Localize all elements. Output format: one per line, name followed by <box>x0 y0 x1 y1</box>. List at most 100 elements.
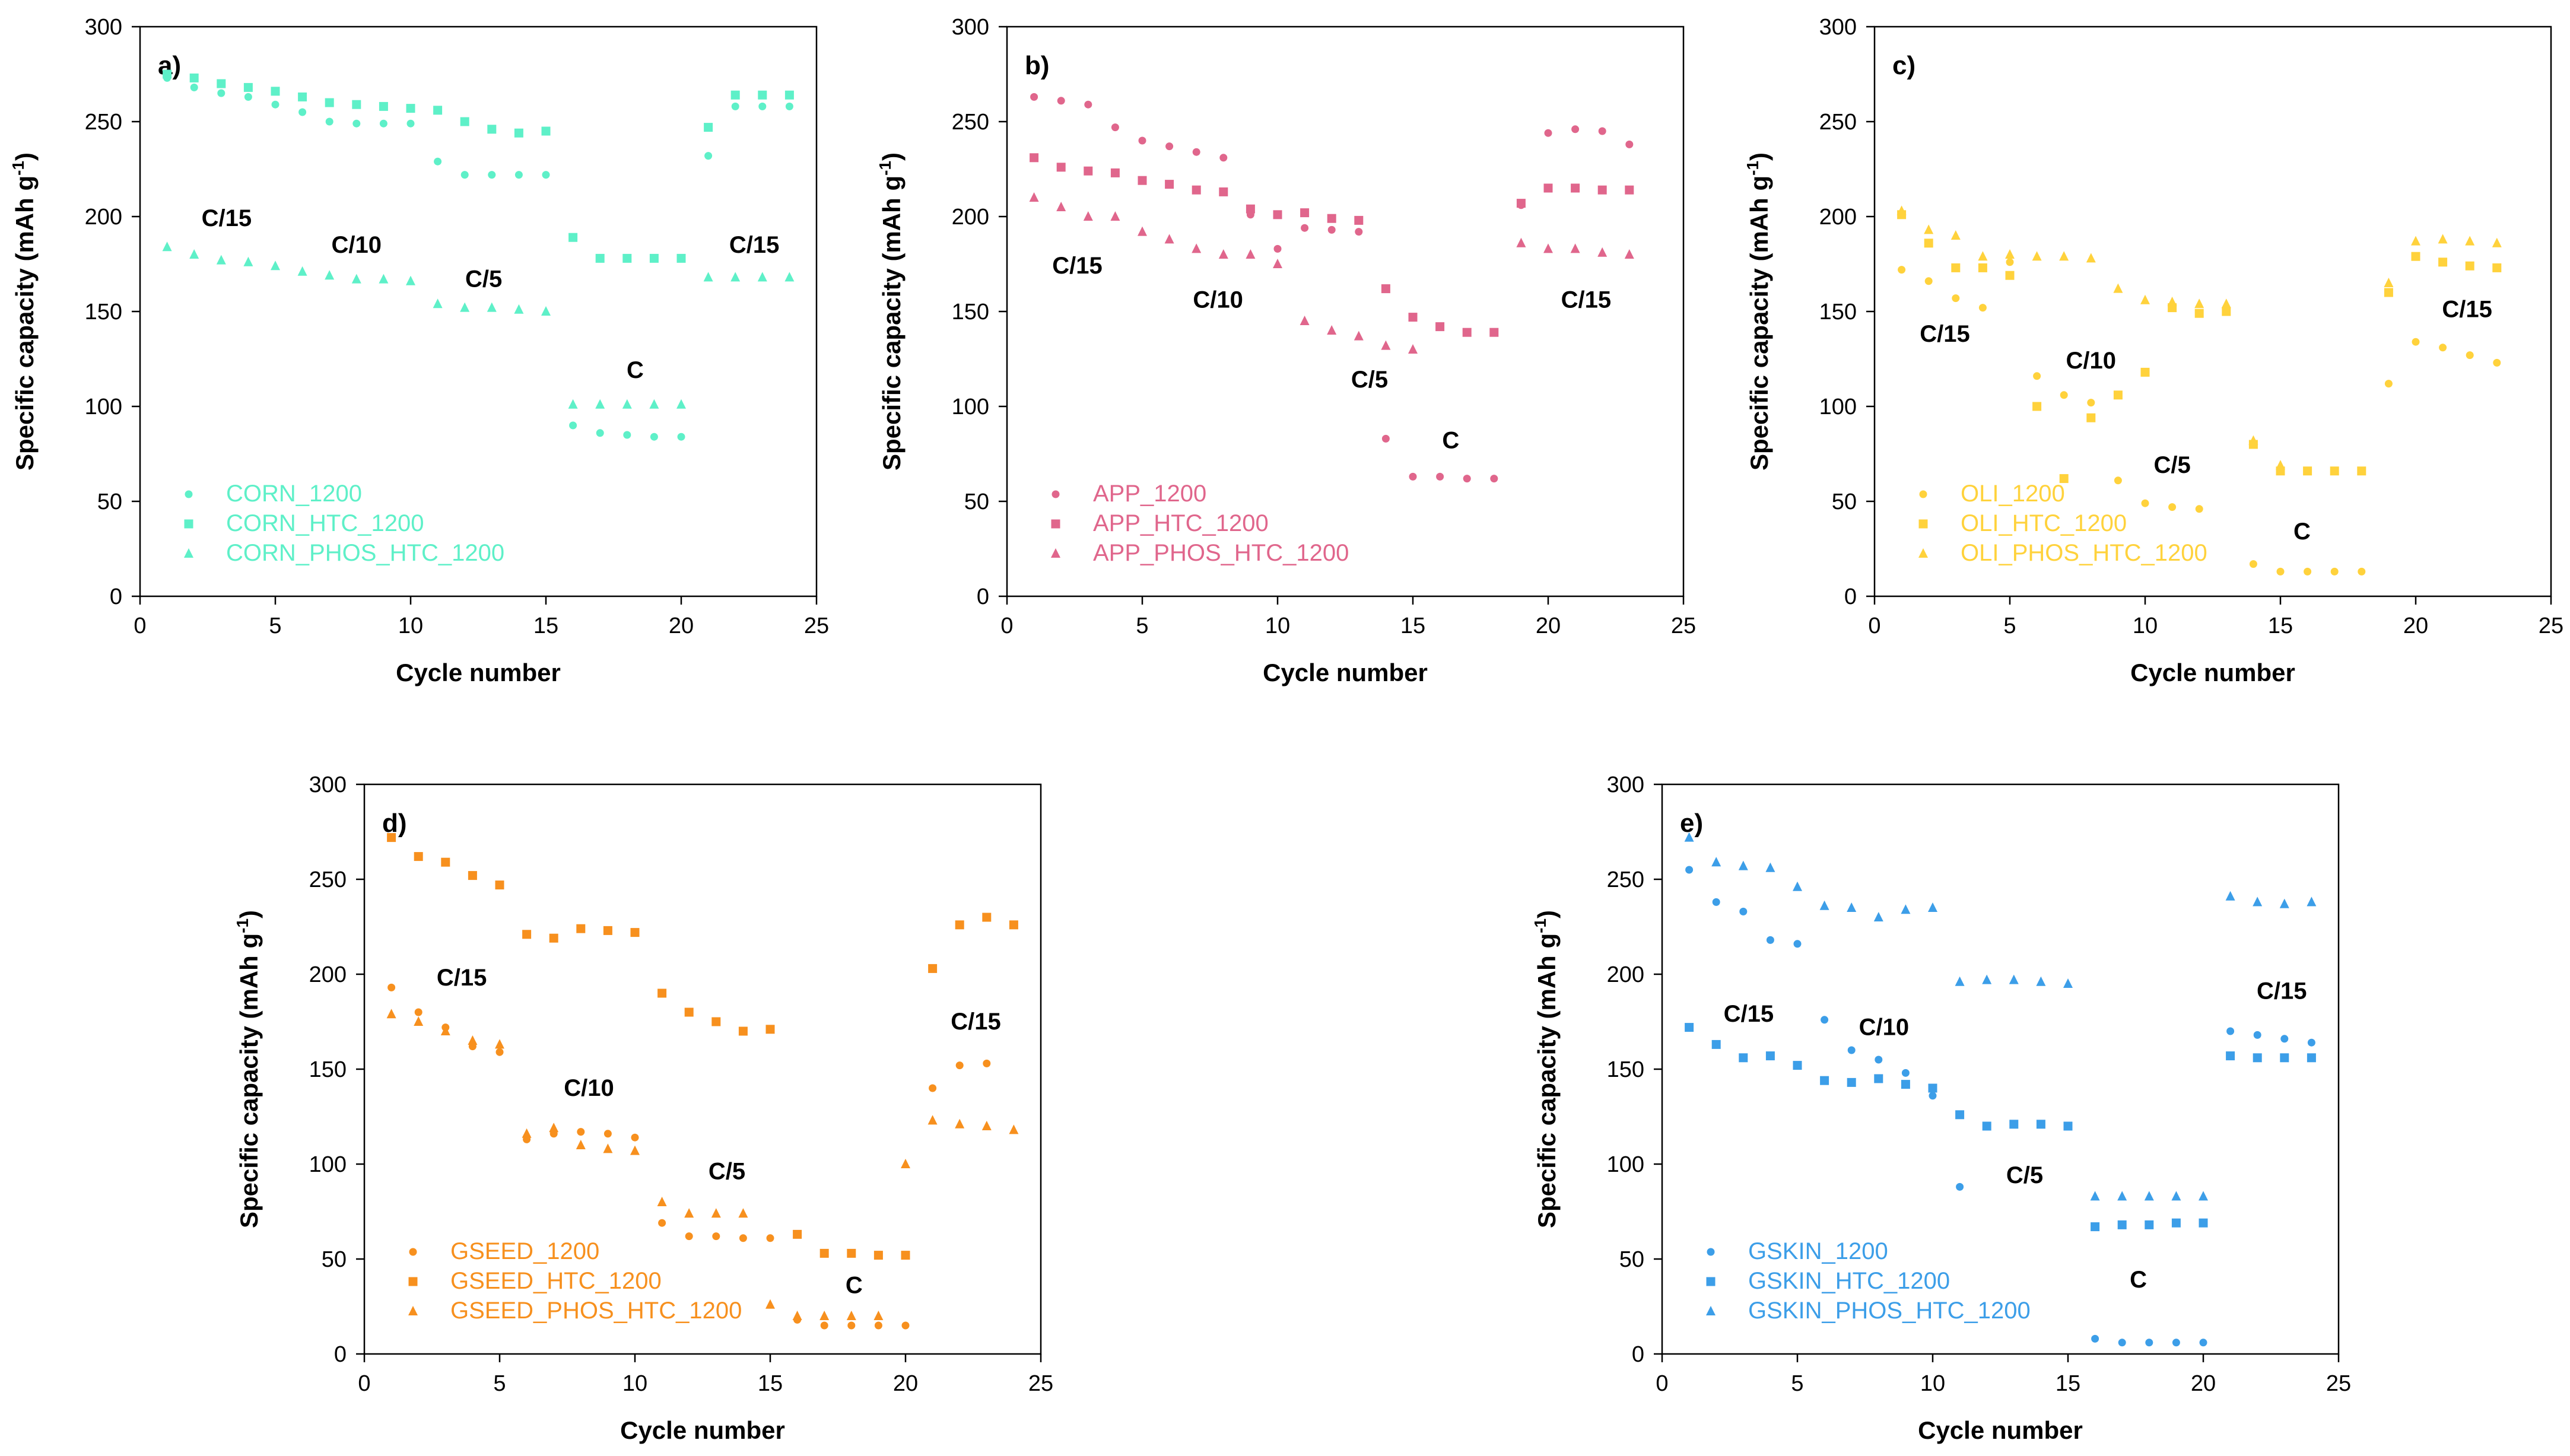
data-point <box>846 1311 856 1320</box>
data-point <box>1571 183 1580 193</box>
data-point <box>2307 1053 2316 1063</box>
data-point <box>1765 862 1775 872</box>
x-tick-label: 0 <box>134 613 146 638</box>
rate-annotation: C/15 <box>202 205 252 231</box>
data-point <box>2117 1220 2127 1229</box>
data-point <box>765 1025 775 1034</box>
y-tick-label: 300 <box>1607 772 1644 797</box>
series-OLI_HTC_1200 <box>1897 210 2502 484</box>
data-point <box>1924 239 1933 248</box>
data-point <box>542 171 550 179</box>
data-point <box>162 241 172 252</box>
data-point <box>2411 236 2420 246</box>
data-point <box>1030 93 1038 101</box>
y-tick-label: 300 <box>952 15 989 40</box>
data-point <box>2307 1038 2315 1047</box>
data-point <box>684 1007 694 1017</box>
data-point <box>297 266 307 276</box>
data-point <box>1543 243 1553 253</box>
y-axis-label: Specific capacity (mAh g-1) <box>1743 152 1773 471</box>
series-GSKIN_HTC_1200 <box>1685 1023 2316 1232</box>
y-axis-label: Specific capacity (mAh g-1) <box>9 152 39 471</box>
data-point <box>2253 1031 2261 1039</box>
legend-entry: GSEED_HTC_1200 <box>450 1268 662 1294</box>
y-tick-label: 0 <box>334 1342 347 1367</box>
data-point <box>2276 567 2285 576</box>
data-point <box>1952 294 1960 303</box>
legend-entry: GSKIN_HTC_1200 <box>1748 1268 1950 1294</box>
data-point <box>352 119 361 128</box>
data-point <box>1598 127 1606 135</box>
data-point <box>495 1039 504 1049</box>
legend-entry: OLI_HTC_1200 <box>1961 510 2127 536</box>
data-point <box>1300 208 1310 218</box>
x-tick-label: 5 <box>2003 613 2016 638</box>
data-point <box>730 90 740 100</box>
y-axis-label-main: Specific capacity (mAh g <box>878 176 906 471</box>
y-axis-label: Specific capacity (mAh g-1) <box>1531 910 1561 1228</box>
legend-entry: APP_HTC_1200 <box>1093 510 1269 536</box>
data-point <box>549 933 558 943</box>
x-tick-label: 5 <box>1791 1371 1803 1396</box>
data-point <box>1436 472 1444 481</box>
data-point <box>1820 1076 1829 1085</box>
data-point <box>730 272 741 282</box>
data-point <box>2303 466 2312 476</box>
data-point <box>568 399 578 409</box>
legend-marker <box>1918 548 1928 558</box>
data-point <box>2358 567 2366 576</box>
data-point <box>190 83 198 91</box>
legend-entry: GSKIN_1200 <box>1748 1238 1888 1264</box>
data-point <box>189 73 199 82</box>
data-point <box>1381 284 1390 294</box>
data-point <box>2199 1218 2208 1228</box>
data-point <box>1624 249 1634 259</box>
data-point <box>2384 380 2393 388</box>
data-point <box>2330 466 2339 476</box>
data-point <box>2279 898 2289 908</box>
data-point <box>2276 460 2285 470</box>
y-tick-label: 250 <box>1607 867 1644 892</box>
data-point <box>2171 1191 2181 1201</box>
rate-annotation: C/15 <box>1052 253 1103 279</box>
data-point <box>1978 304 1987 312</box>
data-point <box>631 1133 639 1142</box>
data-point <box>901 1159 910 1168</box>
y-tick-label: 150 <box>85 300 122 325</box>
data-point <box>1739 907 1748 915</box>
x-tick-label: 5 <box>493 1371 506 1396</box>
data-point <box>406 104 415 113</box>
data-point <box>2384 288 2393 297</box>
data-point <box>595 399 605 409</box>
data-point <box>1875 1056 1883 1064</box>
data-point <box>189 249 199 259</box>
y-tick-label: 50 <box>1619 1247 1644 1272</box>
y-axis-label: Specific capacity (mAh g-1) <box>233 910 263 1228</box>
data-point <box>2280 1035 2289 1043</box>
data-point <box>739 1234 747 1242</box>
legend-marker <box>185 490 193 498</box>
y-tick-label: 100 <box>309 1152 347 1177</box>
data-point <box>2006 258 2014 266</box>
data-point <box>387 833 396 843</box>
x-tick-label: 20 <box>893 1371 918 1396</box>
data-point <box>2036 1120 2045 1129</box>
data-point <box>2087 399 2095 407</box>
data-point <box>1327 225 1336 234</box>
data-point <box>1766 936 1774 944</box>
data-point <box>2005 271 2015 280</box>
y-tick-label: 0 <box>1844 584 1857 609</box>
data-point <box>1821 1016 1829 1024</box>
data-point <box>576 1140 586 1149</box>
x-axis-label: Cycle number <box>620 1416 785 1444</box>
data-point <box>1138 226 1147 236</box>
data-point <box>1111 123 1119 132</box>
y-axis-label: Specific capacity (mAh g-1) <box>876 152 906 471</box>
y-tick-label: 50 <box>322 1247 347 1272</box>
data-point <box>1083 211 1093 221</box>
data-point <box>657 988 667 998</box>
data-point <box>1435 322 1445 332</box>
data-point <box>2249 560 2257 568</box>
data-point <box>1463 475 1471 483</box>
legend-entry: GSEED_PHOS_HTC_1200 <box>450 1298 742 1324</box>
